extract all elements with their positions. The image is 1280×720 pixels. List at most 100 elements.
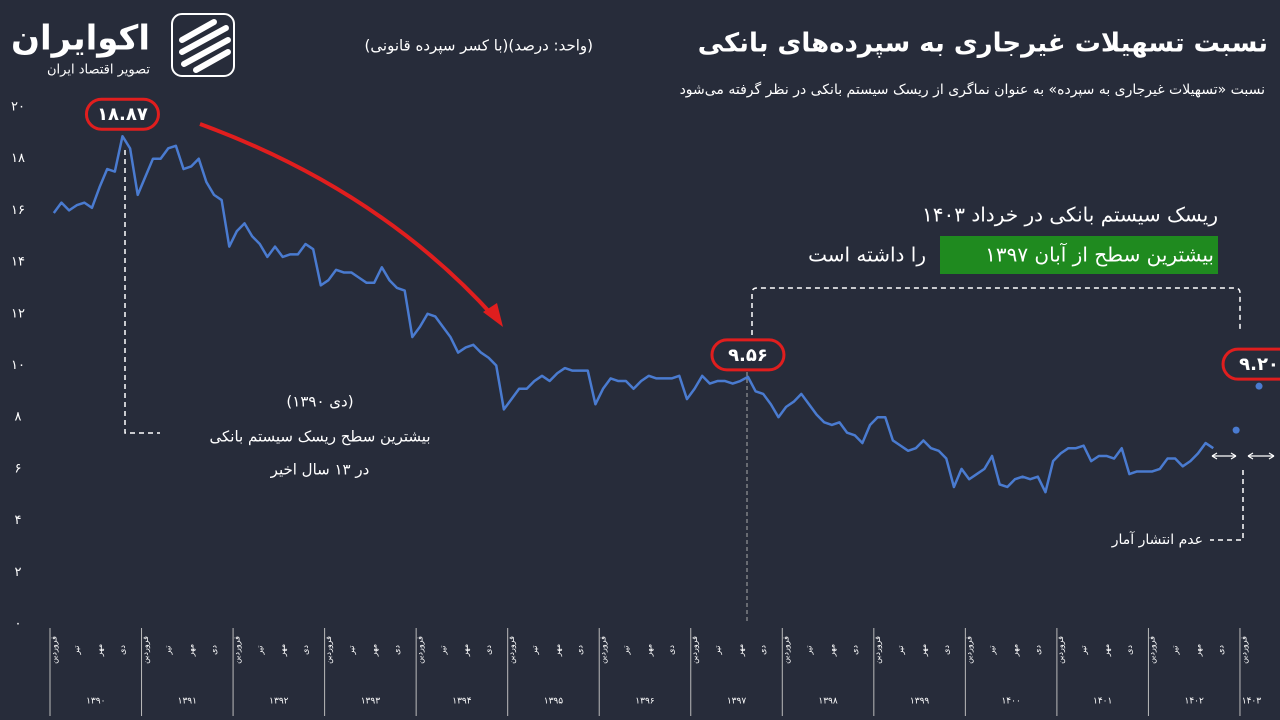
annotation: در ۱۳ سال اخیر <box>270 461 370 479</box>
group-label: ۱۴۰۱ <box>1093 697 1112 707</box>
x-tick-label: تیر <box>255 645 264 655</box>
x-tick-label: مهر <box>1010 644 1019 657</box>
annotation: عدم انتشار آمار <box>1111 531 1203 548</box>
x-tick-label: فروردین <box>1148 636 1157 664</box>
x-tick-label: دی <box>1216 645 1225 655</box>
x-tick-label: فروردین <box>232 636 241 664</box>
group-label: ۱۳۹۱ <box>178 697 197 707</box>
trend-arrow-head <box>483 303 503 327</box>
missing-leader <box>1210 470 1244 541</box>
x-tick-label: مهر <box>1102 644 1111 657</box>
x-tick-label: تیر <box>438 645 447 655</box>
subtitle: نسبت «تسهیلات غیرجاری به سپرده» به عنوان… <box>680 81 1265 98</box>
group-label: ۱۳۹۹ <box>910 697 930 707</box>
y-tick-label: ۶ <box>15 461 22 476</box>
y-tick-label: ۰ <box>15 617 22 632</box>
x-tick-label: تیر <box>530 645 539 655</box>
value-label-box <box>84 97 160 131</box>
x-tick-label: فروردین <box>599 636 608 664</box>
group-label: ۱۳۹۳ <box>361 697 381 707</box>
x-tick-label: مهر <box>95 644 104 657</box>
x-tick-label: تیر <box>1079 645 1088 655</box>
group-label: ۱۳۹۴ <box>452 697 472 707</box>
annotation: بیشترین سطح ریسک سیستم بانکی <box>209 428 430 446</box>
value-label-box <box>1221 347 1280 381</box>
x-tick-label: دی <box>576 645 585 655</box>
y-tick-label: ۱۶ <box>11 203 25 218</box>
x-tick-label: مهر <box>278 644 287 657</box>
value-label: ۱۸.۸۷ <box>97 104 148 125</box>
data-point <box>1255 382 1263 390</box>
x-tick-label: فروردین <box>49 636 58 664</box>
y-tick-label: ۸ <box>15 410 22 425</box>
chart-title: نسبت تسهیلات غیرجاری به سپرده‌های بانکی <box>698 29 1268 59</box>
x-tick-label: دی <box>850 645 859 655</box>
value-label: ۹.۲۰ <box>1239 354 1279 375</box>
value-label: ۹.۵۶ <box>728 345 768 366</box>
y-tick-label: ۱۸ <box>11 151 25 166</box>
group-label: ۱۴۰۳ <box>1242 697 1262 707</box>
x-tick-label: دی <box>301 645 310 655</box>
x-tick-label: تیر <box>713 645 722 655</box>
group-label: ۱۴۰۰ <box>1001 697 1020 707</box>
y-tick-label: ۲۰ <box>11 100 25 115</box>
x-tick-label: مهر <box>461 644 470 657</box>
x-tick-label: فروردین <box>965 636 974 664</box>
x-tick-label: دی <box>484 645 493 655</box>
x-tick-label: دی <box>118 645 127 655</box>
x-tick-label: مهر <box>1194 644 1203 657</box>
group-label: ۱۳۹۲ <box>269 697 289 707</box>
x-tick-label: مهر <box>187 644 196 657</box>
annotation: ریسک سیستم بانکی در خرداد ۱۴۰۳ <box>922 203 1218 227</box>
x-tick-label: مهر <box>644 644 653 657</box>
x-tick-label: فروردین <box>507 636 516 664</box>
y-tick-label: ۱۰ <box>11 358 25 373</box>
bracket <box>751 287 1241 335</box>
y-tick-label: ۱۴ <box>11 255 25 270</box>
x-tick-label: تیر <box>1171 645 1180 655</box>
highlight <box>940 236 1218 274</box>
group-label: ۱۳۹۰ <box>86 697 105 707</box>
x-tick-label: دی <box>759 645 768 655</box>
x-tick-label: مهر <box>553 644 562 657</box>
group-label: ۱۳۹۸ <box>818 697 838 707</box>
x-tick-label: دی <box>1033 645 1042 655</box>
trend-arrow <box>199 122 497 320</box>
brand-name: اکوایران <box>11 19 150 59</box>
y-tick-label: ۴ <box>15 513 22 528</box>
title-note: (با کسر سپرده قانونی)(واحد: درصد) <box>365 37 593 56</box>
x-tick-label: دی <box>942 645 951 655</box>
x-tick-label: دی <box>210 645 219 655</box>
brand-tagline: تصویر اقتصاد ایران <box>47 63 150 78</box>
x-tick-label: فروردین <box>873 636 882 664</box>
group-label: ۱۳۹۵ <box>544 697 564 707</box>
x-tick-label: تیر <box>72 645 81 655</box>
annotation: بیشترین سطح از آبان ۱۳۹۷ <box>985 242 1214 267</box>
x-tick-label: فروردین <box>415 636 424 664</box>
x-tick-label: فروردین <box>141 636 150 664</box>
x-tick-label: فروردین <box>324 636 333 664</box>
missing-arrows <box>1211 452 1275 460</box>
x-tick-label: دی <box>1125 645 1134 655</box>
group-label: ۱۳۹۷ <box>727 697 747 707</box>
x-tick-label: مهر <box>919 644 928 657</box>
annotation: (دی ۱۳۹۰) <box>286 393 353 411</box>
group-label: ۱۳۹۶ <box>635 697 655 707</box>
peak-leader <box>124 150 160 434</box>
x-tick-label: تیر <box>621 645 630 655</box>
x-tick-label: تیر <box>988 645 997 655</box>
x-tick-label: مهر <box>370 644 379 657</box>
x-tick-label: تیر <box>896 645 905 655</box>
y-tick-label: ۱۲ <box>11 306 25 321</box>
x-tick-label: مهر <box>736 644 745 657</box>
logo-icon <box>171 13 235 77</box>
data-point <box>1232 426 1240 434</box>
annotation: را داشته است <box>808 243 926 267</box>
x-tick-label: فروردین <box>1239 636 1248 664</box>
x-tick-label: فروردین <box>690 636 699 664</box>
x-tick-label: دی <box>667 645 676 655</box>
group-label: ۱۴۰۲ <box>1185 697 1205 707</box>
x-tick-label: دی <box>393 645 402 655</box>
